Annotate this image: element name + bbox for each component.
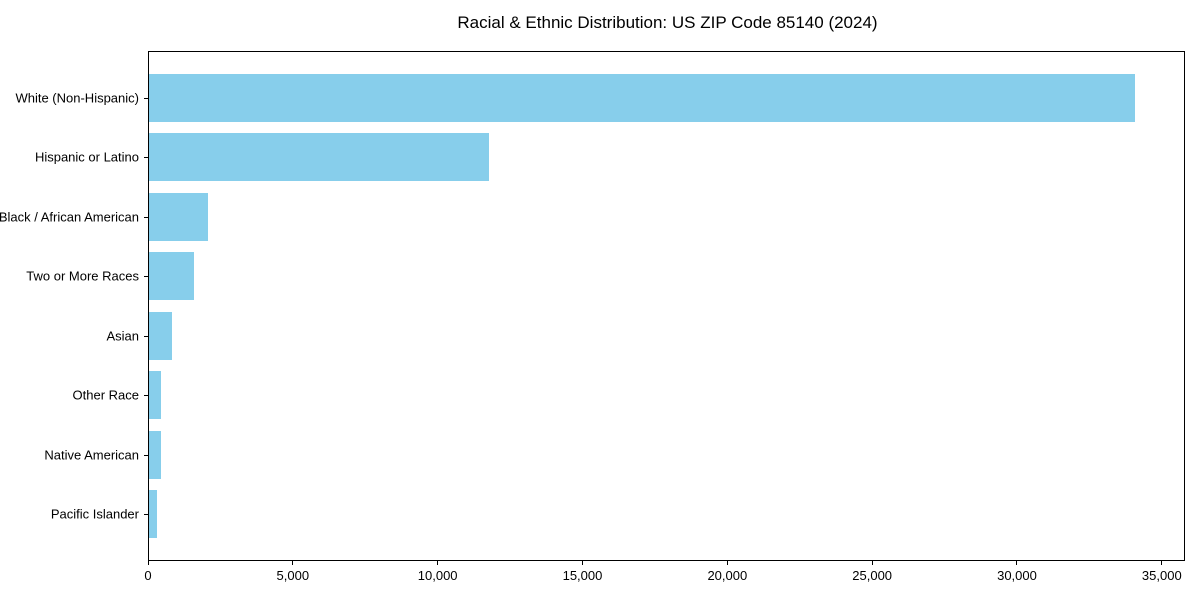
y-axis-category-label: Pacific Islander <box>50 506 139 522</box>
bar <box>149 73 1135 122</box>
x-tick-mark <box>726 561 728 565</box>
x-tick-label: 5,000 <box>276 568 310 583</box>
bar-row: Two or More Races <box>26 247 1184 307</box>
x-tick-mark <box>581 561 583 565</box>
x-tick-label: 25,000 <box>852 568 893 583</box>
bar <box>149 133 489 182</box>
x-tick-mark <box>437 561 439 565</box>
bar-row: Black / African American <box>0 187 1184 247</box>
bar <box>149 311 173 360</box>
y-axis-category-label: Black / African American <box>0 209 139 225</box>
y-axis-category-label: Two or More Races <box>26 268 139 284</box>
x-tick-label: 30,000 <box>997 568 1037 583</box>
x-tick-mark <box>292 561 294 565</box>
y-tick-mark <box>144 335 149 337</box>
y-axis-category-label: White (Non-Hispanic) <box>15 90 139 106</box>
bar-row: Hispanic or Latino <box>35 128 1184 188</box>
y-tick-mark <box>144 97 149 99</box>
bar-row: Other Race <box>73 366 1184 426</box>
y-tick-mark <box>144 454 149 456</box>
bar <box>149 192 208 241</box>
x-tick-label: 20,000 <box>707 568 748 583</box>
plot-area: White (Non-Hispanic) Hispanic or Latino Bl… <box>0 51 1185 561</box>
y-tick-mark <box>144 395 149 397</box>
y-tick-mark <box>144 216 149 218</box>
x-tick-mark <box>147 561 149 565</box>
x-tick-mark <box>1016 561 1018 565</box>
bar <box>149 490 158 539</box>
bar <box>149 252 195 301</box>
x-tick-mark <box>1161 561 1163 565</box>
bar-row: Pacific Islander <box>51 485 1184 545</box>
x-tick-label: 15,000 <box>562 568 603 583</box>
y-axis-category-label: Hispanic or Latino <box>34 149 139 165</box>
bar <box>149 371 162 420</box>
bar-row: Native American <box>44 425 1184 485</box>
y-axis-category-label: Asian <box>106 328 139 344</box>
bar <box>149 430 161 479</box>
chart-title: Racial & Ethnic Distribution: US ZIP Cod… <box>457 13 878 32</box>
x-tick-label: 10,000 <box>417 568 458 583</box>
x-tick-mark <box>871 561 873 565</box>
bar-row: White (Non-Hispanic) <box>15 68 1184 128</box>
bar-row: Asian <box>106 306 1184 366</box>
y-tick-mark <box>144 276 149 278</box>
y-axis-category-label: Native American <box>44 447 139 463</box>
x-tick-label: 0 <box>144 568 152 583</box>
x-axis: 0 5,000 10,000 15,000 20,000 25,000 30,000 35,0… <box>144 561 1185 595</box>
x-tick-label: 35,000 <box>1141 568 1182 583</box>
y-tick-mark <box>144 157 149 159</box>
y-tick-mark <box>144 514 149 516</box>
y-axis-category-label: Other Race <box>72 387 139 403</box>
